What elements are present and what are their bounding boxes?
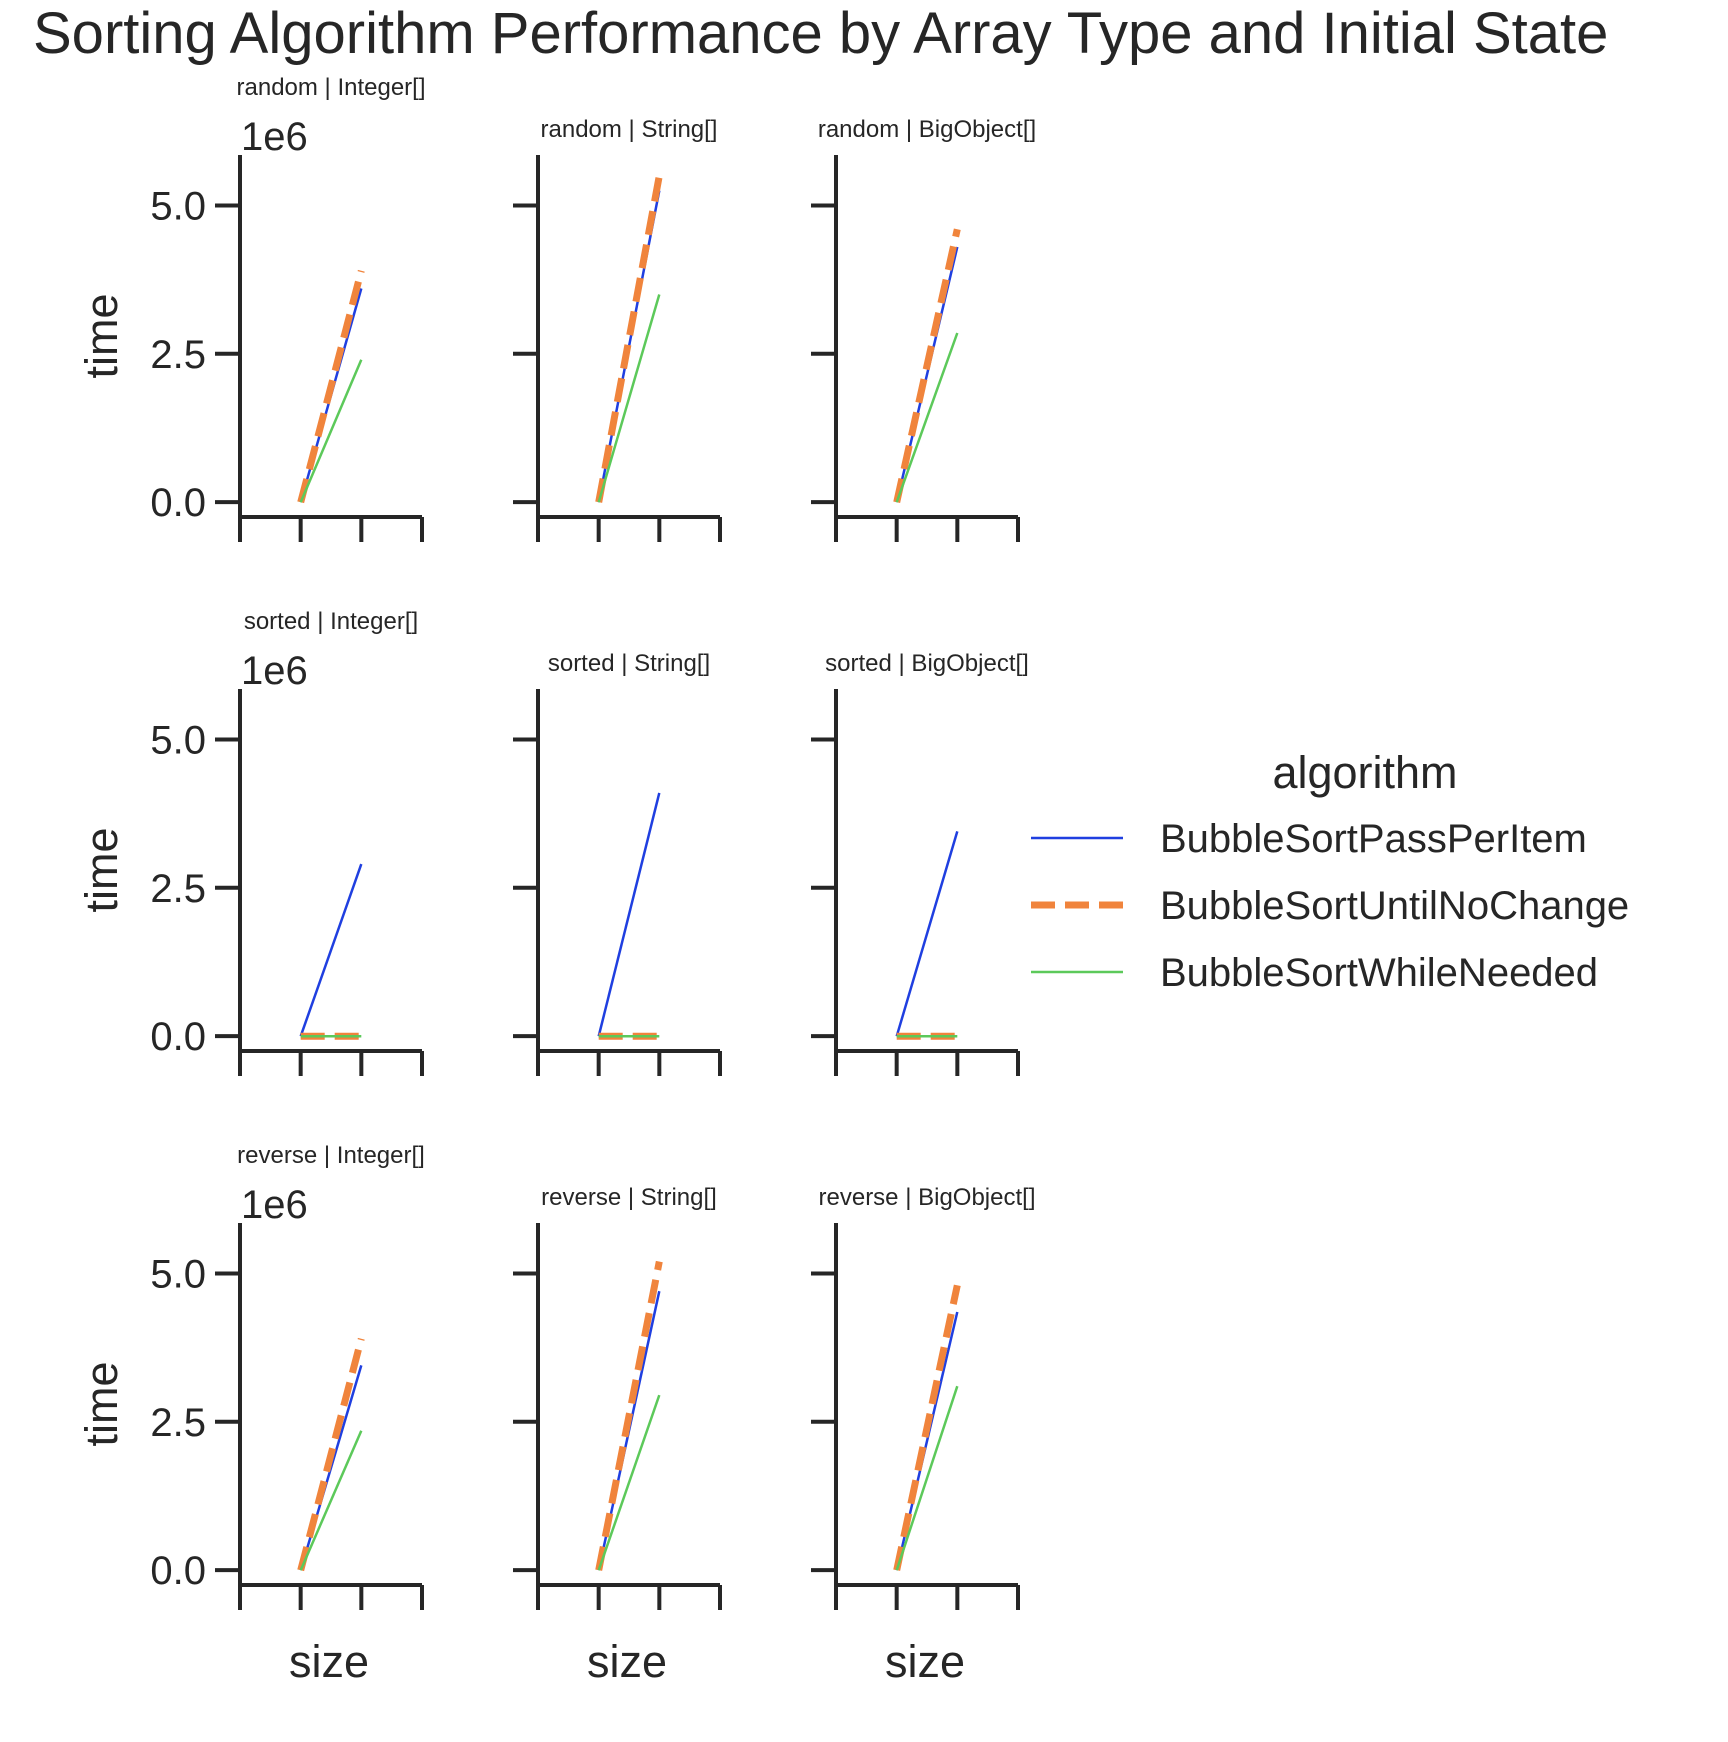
facet-panel: random | Integer[] 0.0 2.5 5.0 1e6 time — [76, 74, 426, 542]
y-tick-label: 2.5 — [150, 1401, 206, 1445]
legend: algorithm BubbleSortPassPerItem BubbleSor… — [1031, 747, 1629, 995]
y-tick-label: 5.0 — [150, 1252, 206, 1296]
facet-title: random | Integer[] — [237, 74, 426, 101]
y-tick-label: 2.5 — [150, 333, 206, 377]
series-line — [299, 863, 363, 1037]
legend-entry-label: BubbleSortPassPerItem — [1160, 817, 1587, 861]
y-offset-label: 1e6 — [241, 1183, 308, 1227]
facet-panel: sorted | String[] — [513, 650, 722, 1076]
facet-panel: reverse | Integer[] 0.0 2.5 5.0 1e6 time size — [76, 1142, 425, 1687]
facet-title: reverse | Integer[] — [237, 1142, 425, 1169]
series-line — [893, 1284, 961, 1571]
facet-title: random | BigObject[] — [818, 116, 1036, 143]
y-axis-label: time — [76, 1361, 127, 1446]
series-line — [597, 294, 661, 503]
y-tick-label: 5.0 — [150, 718, 206, 762]
y-tick-label: 2.5 — [150, 867, 206, 911]
facet-title: sorted | BigObject[] — [825, 650, 1029, 677]
y-axis-label: time — [76, 293, 127, 378]
legend-entry-label: BubbleSortUntilNoChange — [1160, 884, 1629, 928]
y-offset-label: 1e6 — [241, 649, 308, 693]
facet-panel: random | String[] — [513, 116, 722, 542]
y-tick-label: 5.0 — [150, 184, 206, 228]
x-axis-label: size — [885, 1636, 965, 1687]
x-axis-label: size — [587, 1636, 667, 1687]
series-line — [597, 1394, 661, 1571]
series-line — [893, 228, 961, 503]
series-line — [595, 175, 663, 503]
facet-title: reverse | String[] — [541, 1184, 717, 1211]
series-line — [297, 1337, 365, 1572]
x-axis-label: size — [289, 1636, 369, 1687]
y-tick-label: 0.0 — [150, 1549, 206, 1593]
facet-panel: reverse | String[] size — [513, 1184, 722, 1687]
y-tick-label: 0.0 — [150, 1015, 206, 1059]
series-line — [299, 359, 363, 503]
legend-title: algorithm — [1272, 747, 1457, 798]
facet-title: sorted | String[] — [548, 650, 710, 677]
facet-panel: random | BigObject[] — [811, 116, 1036, 542]
facet-panel: sorted | Integer[] 0.0 2.5 5.0 1e6 time — [76, 608, 424, 1076]
y-offset-label: 1e6 — [241, 115, 308, 159]
facet-title: sorted | Integer[] — [244, 608, 418, 635]
y-axis-label: time — [76, 827, 127, 912]
series-line — [297, 269, 365, 504]
facet-panel: reverse | BigObject[] size — [811, 1184, 1035, 1687]
legend-entry-label: BubbleSortWhileNeeded — [1160, 951, 1598, 995]
series-line — [895, 831, 959, 1037]
facet-title: random | String[] — [541, 116, 718, 143]
series-line — [597, 792, 661, 1037]
facet-title: reverse | BigObject[] — [819, 1184, 1036, 1211]
series-line — [595, 1260, 663, 1571]
chart-title: Sorting Algorithm Performance by Array T… — [33, 1, 1608, 66]
facet-grid: random | Integer[]0.02.55.01e6timerandom… — [76, 74, 1036, 1687]
series-line — [895, 332, 959, 503]
y-tick-label: 0.0 — [150, 481, 206, 525]
series-line — [895, 1385, 959, 1571]
series-line — [299, 1430, 363, 1571]
facet-panel: sorted | BigObject[] — [811, 650, 1029, 1076]
